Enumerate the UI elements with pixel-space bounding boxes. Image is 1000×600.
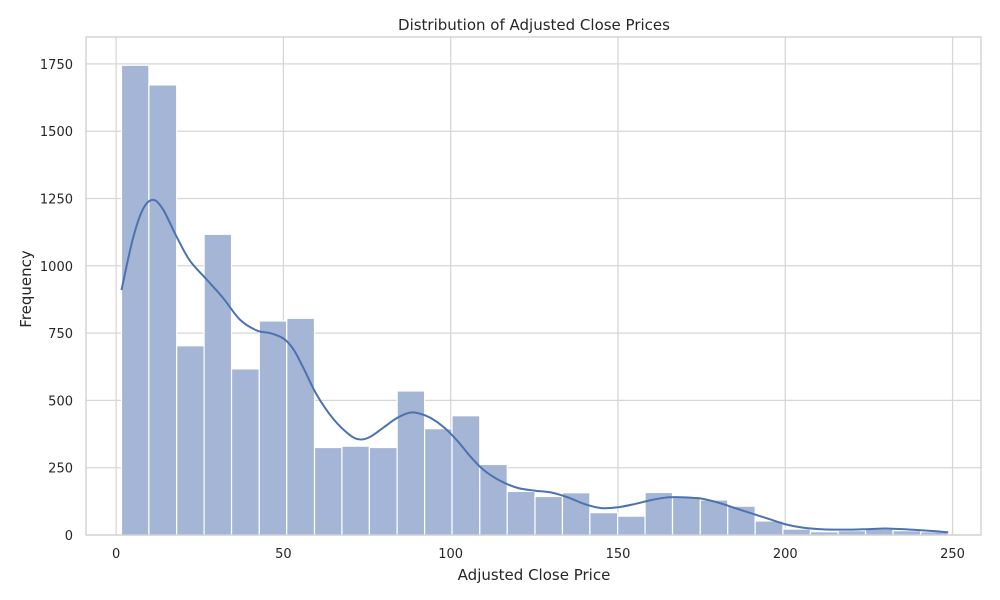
y-axis-title: Frequency bbox=[17, 250, 35, 328]
y-tick-label: 500 bbox=[48, 394, 73, 409]
histogram-bar bbox=[176, 345, 205, 536]
histogram-bar bbox=[341, 445, 370, 536]
histogram-bar bbox=[561, 492, 591, 536]
histogram-bar bbox=[617, 515, 646, 536]
histogram-bar bbox=[892, 530, 922, 536]
histogram-bar bbox=[479, 463, 508, 536]
histogram-bar bbox=[534, 495, 564, 536]
y-tick-label: 1000 bbox=[40, 260, 73, 275]
y-tick-label: 0 bbox=[65, 529, 73, 544]
y-tick-label: 1250 bbox=[40, 193, 73, 208]
y-tick-label: 1500 bbox=[40, 125, 73, 140]
x-tick-label: 200 bbox=[773, 547, 798, 562]
histogram-bar bbox=[589, 512, 619, 536]
histogram-bar bbox=[120, 64, 150, 536]
x-tick-label: 0 bbox=[112, 547, 120, 562]
histogram-bar bbox=[837, 530, 867, 536]
histogram-bar bbox=[451, 415, 481, 536]
x-tick-label: 250 bbox=[940, 547, 965, 562]
chart-title: Distribution of Adjusted Close Prices bbox=[398, 16, 670, 34]
histogram-bar bbox=[506, 490, 536, 536]
x-tick-label: 150 bbox=[606, 547, 631, 562]
grid-lines bbox=[86, 37, 981, 536]
histogram-bar bbox=[368, 446, 398, 536]
x-tick-label: 50 bbox=[275, 547, 292, 562]
histogram-bar bbox=[671, 495, 701, 536]
x-axis-title: Adjusted Close Price bbox=[458, 566, 611, 584]
histogram-bar bbox=[258, 320, 288, 536]
histogram-bar bbox=[230, 368, 260, 536]
x-tick-label: 100 bbox=[438, 547, 463, 562]
histogram-bars bbox=[120, 64, 949, 536]
y-tick-label: 1750 bbox=[40, 58, 73, 73]
plot-frame bbox=[85, 36, 982, 536]
x-tick-labels: 0 50 100 150 200 250 bbox=[112, 547, 965, 562]
y-tick-labels: 0 250 500 750 1000 1250 1500 1750 bbox=[40, 58, 73, 544]
histogram-bar bbox=[423, 428, 453, 536]
kde-curve bbox=[120, 198, 949, 534]
histogram-bar bbox=[313, 446, 343, 536]
y-tick-label: 250 bbox=[48, 462, 73, 477]
histogram-bar bbox=[782, 528, 811, 536]
histogram-bar bbox=[286, 317, 316, 536]
histogram-bar bbox=[148, 84, 178, 536]
y-tick-label: 750 bbox=[48, 327, 73, 342]
histogram-bar bbox=[203, 233, 233, 536]
